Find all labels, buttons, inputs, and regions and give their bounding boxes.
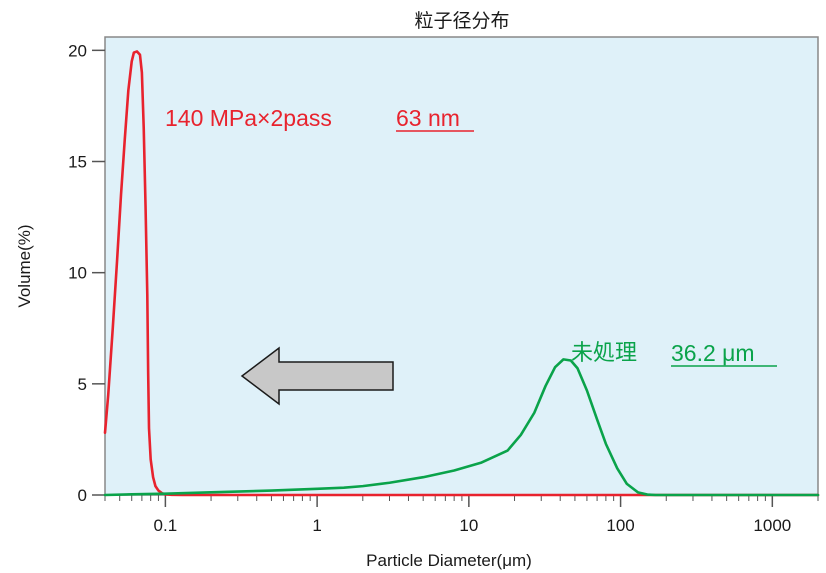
y-tick-label: 15: [68, 153, 87, 172]
x-tick-label: 1000: [753, 516, 791, 535]
series-line-green: [103, 358, 820, 497]
x-tick-label: 100: [606, 516, 634, 535]
x-axis-title-unit: (μm): [497, 551, 532, 570]
arrow-left-icon: [240, 346, 394, 406]
red-series-value: 63 nm: [396, 105, 460, 131]
x-tick-label: 1: [312, 516, 321, 535]
y-tick-label: 20: [68, 41, 87, 60]
chart-title: 粒子径分布: [414, 10, 509, 32]
y-axis: 0 5 10 15 20: [68, 41, 105, 505]
x-axis: 0.1 1 10 100 1000: [104, 495, 819, 535]
x-tick-label: 0.1: [154, 516, 178, 535]
red-series-label: 140 MPa×2pass: [165, 105, 332, 131]
x-axis-title: Particle Diameter(μm): [366, 551, 532, 570]
series-line-red: [103, 50, 820, 497]
green-series-label: 未処理: [571, 341, 637, 366]
plot-area: [104, 36, 819, 496]
y-tick-label: 10: [68, 264, 87, 283]
x-axis-title-main: Particle Diameter: [366, 551, 497, 570]
y-axis-title: Volume(%): [15, 224, 34, 307]
x-tick-label: 10: [459, 516, 478, 535]
green-series-value: 36.2 μm: [671, 340, 755, 366]
series-layer: [103, 50, 820, 497]
y-tick-label: 0: [78, 486, 87, 505]
y-tick-label: 5: [78, 375, 87, 394]
